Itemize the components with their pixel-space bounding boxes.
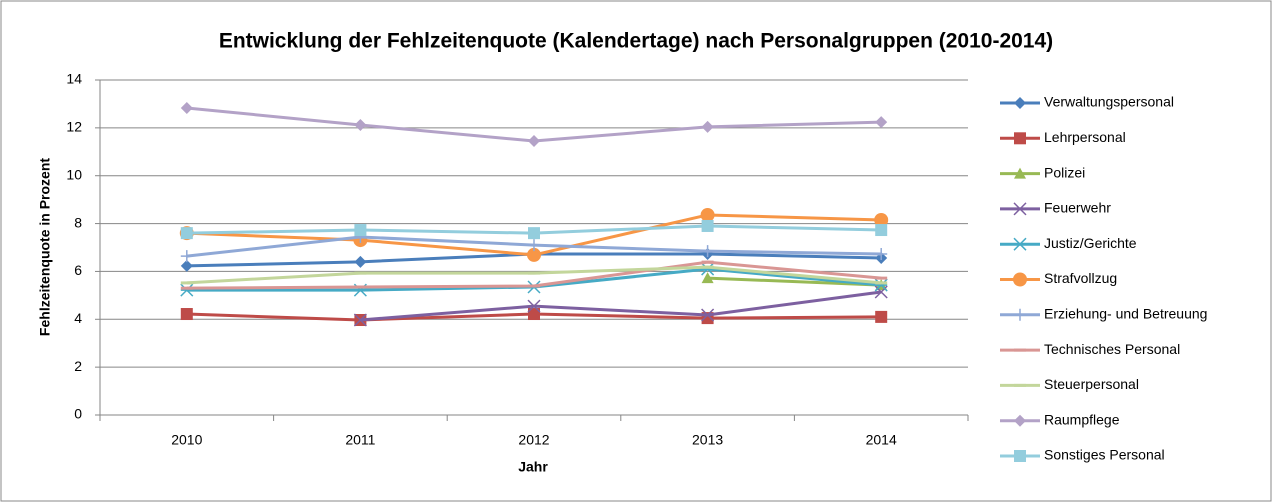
y-tick-label: 6: [74, 262, 82, 278]
x-axis-title: Jahr: [518, 459, 548, 475]
legend-marker: [1014, 97, 1026, 109]
y-axis-title: Fehlzeitenquote in Prozent: [37, 158, 53, 336]
data-point: [527, 299, 541, 313]
data-point: [528, 239, 540, 252]
data-point: [528, 308, 540, 321]
legend-marker: [1014, 308, 1026, 321]
data-point: [180, 308, 193, 321]
data-point: [701, 245, 714, 258]
legend-marker: [1014, 167, 1026, 179]
data-point: [180, 227, 193, 240]
data-point: [701, 308, 715, 322]
data-point: [180, 259, 193, 272]
x-tick-label: 2011: [345, 432, 375, 448]
legend-marker: [1014, 132, 1026, 145]
legend-label: Feuerwehr: [1044, 200, 1111, 216]
data-point: [353, 313, 367, 327]
data-point: [701, 272, 714, 284]
data-point: [180, 101, 193, 114]
legend-label: Justiz/Gerichte: [1044, 235, 1137, 251]
legend-label: Raumpflege: [1044, 411, 1120, 427]
x-tick-label: 2010: [171, 432, 202, 448]
data-point: [180, 250, 193, 263]
data-point: [354, 118, 367, 131]
y-tick-label: 8: [74, 214, 82, 230]
data-point: [701, 120, 714, 133]
legend-label: Erziehung- und Betreuung: [1044, 306, 1207, 322]
data-point: [874, 285, 888, 299]
data-point: [701, 219, 714, 232]
data-point: [527, 247, 541, 262]
legend-marker: [1013, 272, 1027, 287]
y-tick-label: 4: [74, 310, 82, 326]
legend-marker: [1013, 237, 1027, 251]
legend-marker: [1014, 414, 1026, 427]
legend-label: Steuerpersonal: [1044, 376, 1139, 392]
data-point: [354, 224, 367, 237]
data-point: [701, 262, 715, 276]
y-tick-label: 2: [74, 358, 82, 374]
y-tick-label: 10: [66, 166, 82, 182]
legend-label: Technisches Personal: [1044, 341, 1180, 357]
legend-marker: [1013, 202, 1027, 216]
data-point: [874, 212, 889, 227]
data-point: [875, 310, 888, 323]
data-point: [180, 283, 194, 297]
legend-label: Lehrpersonal: [1044, 129, 1126, 145]
legend-label: Strafvollzug: [1044, 270, 1117, 286]
data-point: [700, 207, 715, 222]
y-tick-label: 12: [66, 119, 82, 135]
y-tick-label: 0: [74, 406, 82, 422]
data-point: [875, 247, 888, 260]
legend-label: Verwaltungspersonal: [1044, 94, 1174, 110]
legend-label: Polizei: [1044, 164, 1085, 180]
data-point: [354, 255, 367, 268]
x-tick-label: 2013: [692, 432, 723, 448]
data-point: [875, 224, 888, 237]
chart-title: Entwicklung der Fehlzeitenquote (Kalende…: [219, 30, 1053, 53]
legend-label: Sonstiges Personal: [1044, 447, 1165, 463]
data-point: [528, 227, 540, 240]
legend-marker: [1014, 450, 1026, 462]
data-point: [528, 135, 540, 148]
data-point: [875, 116, 888, 129]
y-tick-label: 14: [66, 71, 82, 87]
series-line: [360, 290, 882, 322]
series-line: [707, 276, 882, 287]
x-tick-label: 2012: [518, 432, 549, 448]
x-tick-label: 2014: [866, 432, 897, 448]
